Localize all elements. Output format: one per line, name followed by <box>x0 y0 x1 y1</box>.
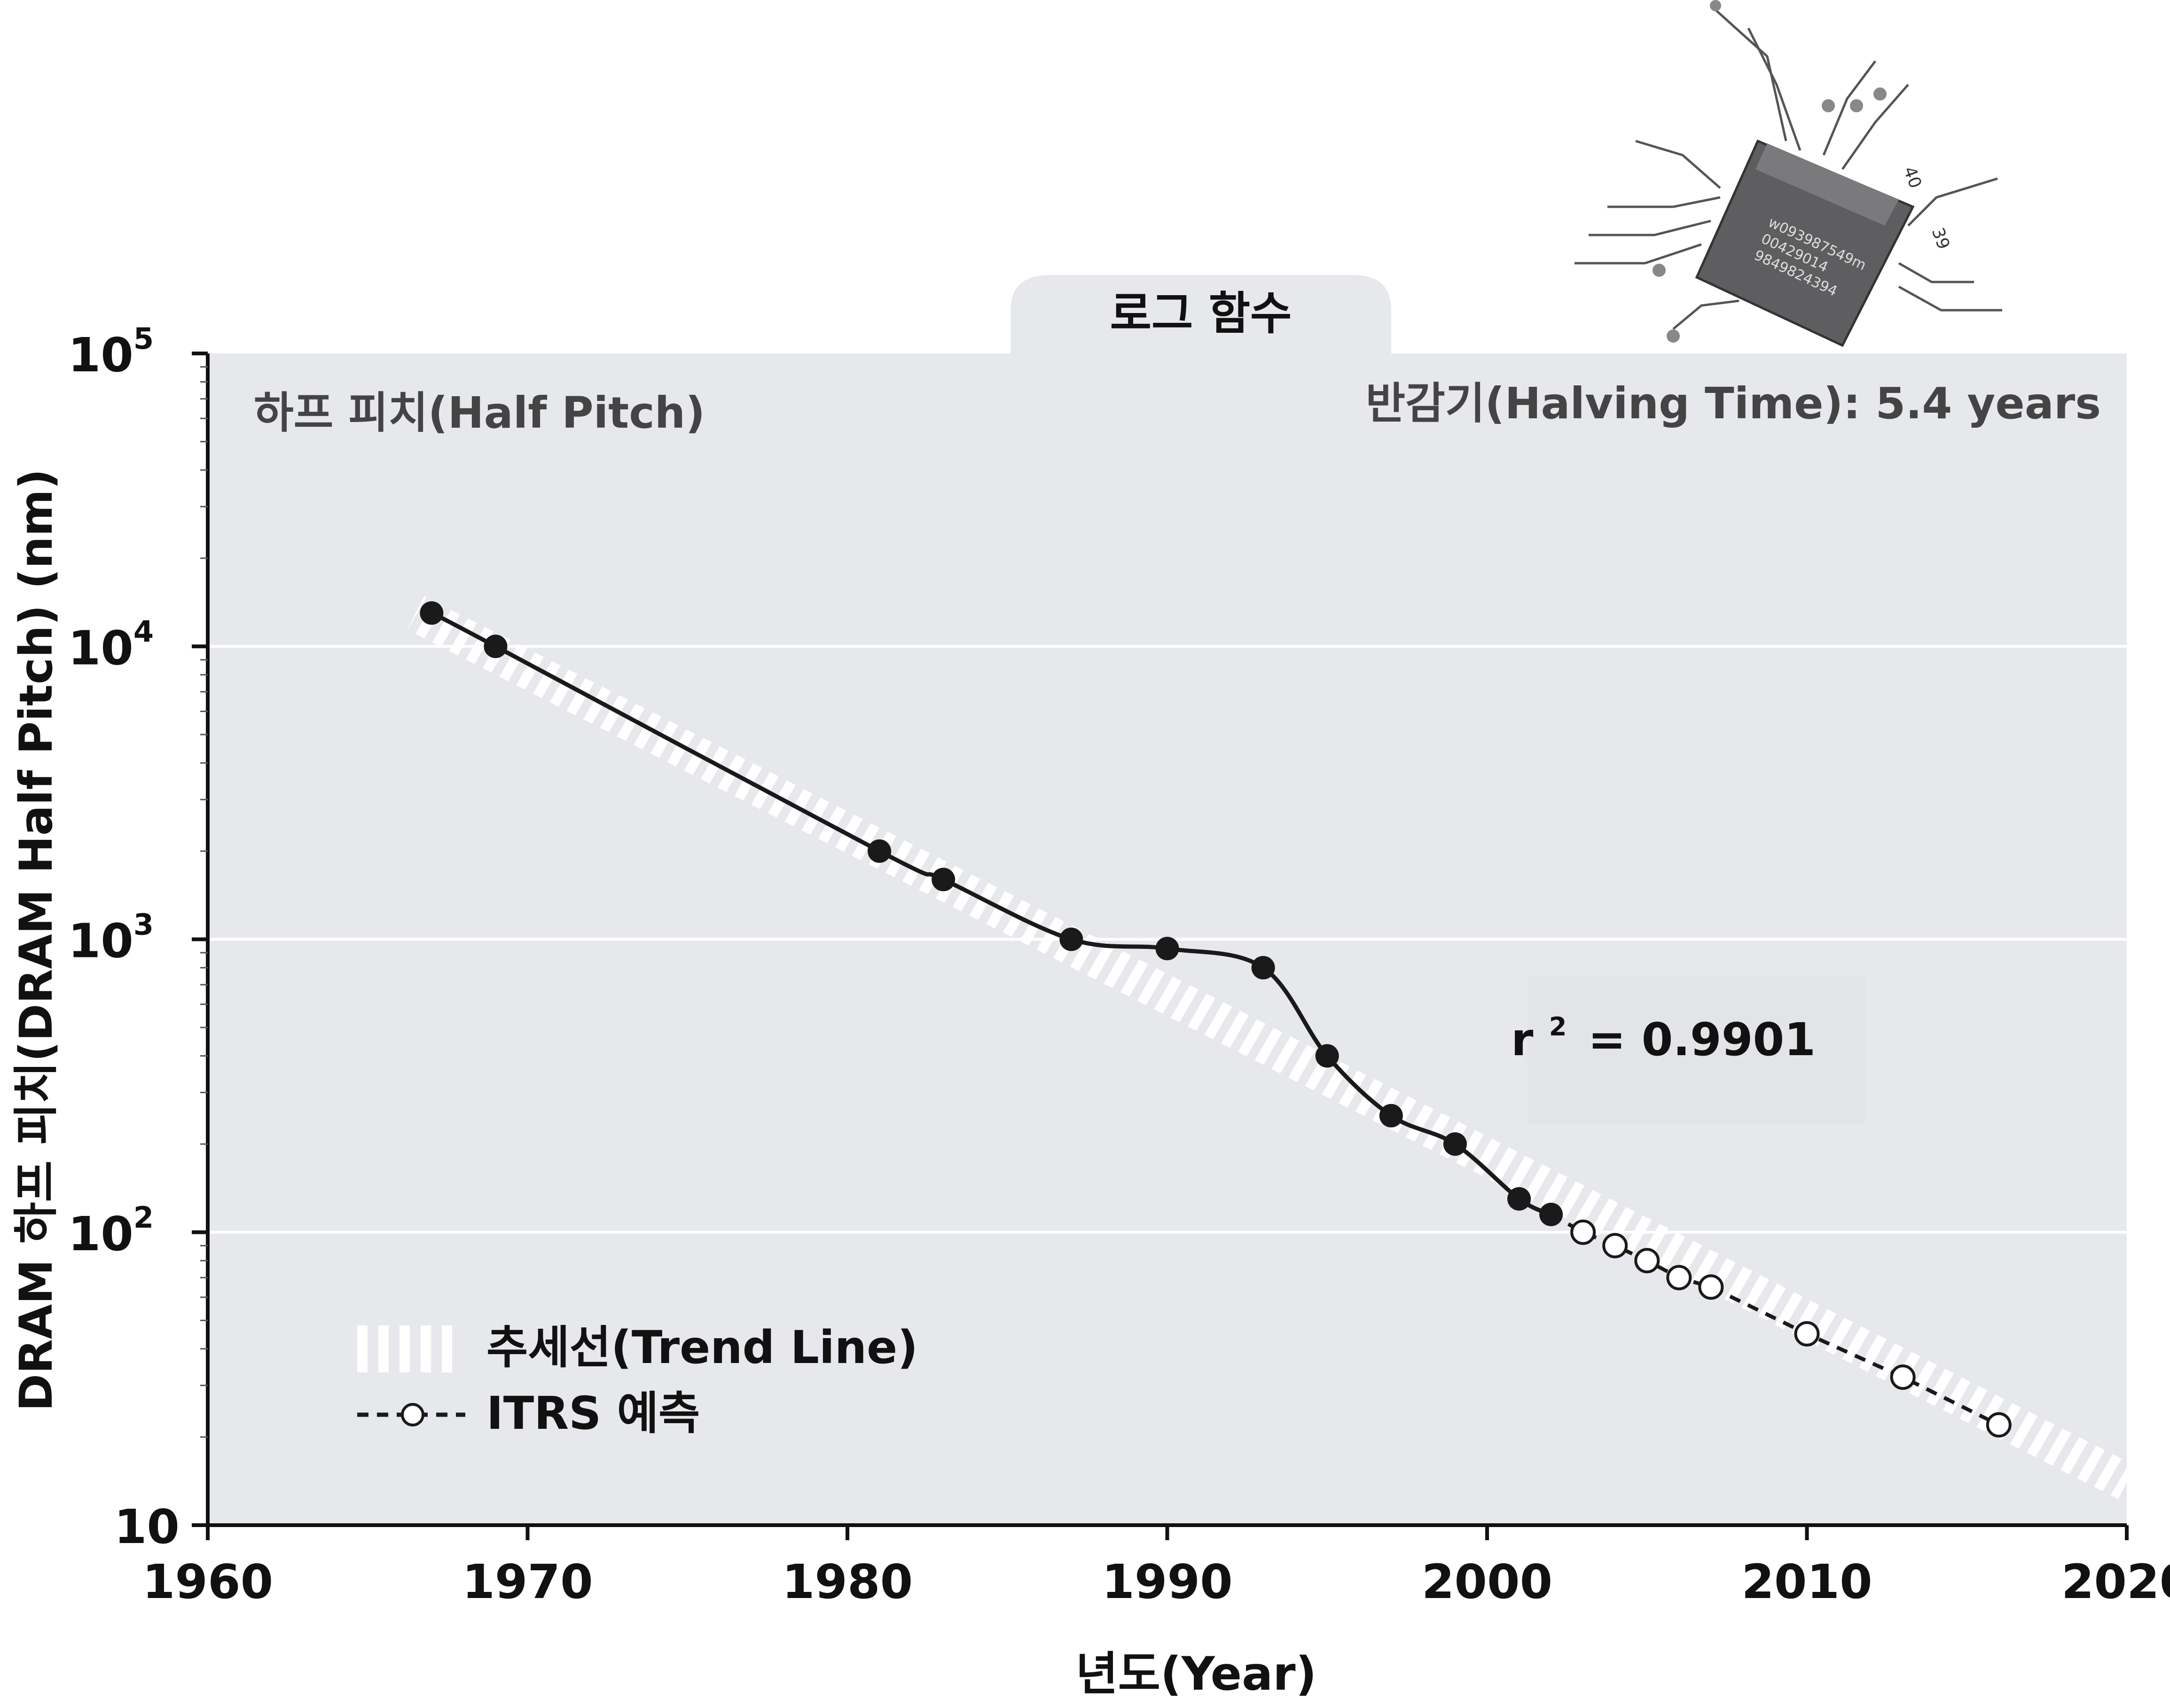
itrs-forecast-point <box>1890 1364 1916 1390</box>
r-squared-r: r <box>1511 1013 1534 1066</box>
r-squared-value: = 0.9901 <box>1588 1013 1816 1066</box>
y-tick-label: 104 <box>68 614 154 675</box>
trend-line-band <box>407 596 2127 1499</box>
itrs-forecast-point <box>1666 1265 1692 1291</box>
legend: 추세선(Trend Line) ITRS 예측 <box>357 1321 918 1440</box>
measured-point <box>1059 927 1083 951</box>
x-tick-label: 1980 <box>782 1554 913 1609</box>
measured-point <box>868 839 892 863</box>
itrs-forecast-point <box>1698 1274 1724 1300</box>
y-tick-base: 10 <box>68 914 133 969</box>
y-tick-exponent: 5 <box>133 321 154 356</box>
measured-point <box>932 868 956 892</box>
itrs-forecast-point <box>1634 1248 1660 1274</box>
chart-title: 로그 함수 <box>1110 287 1292 340</box>
itrs-forecast-point <box>1602 1233 1628 1259</box>
y-tick-base: 10 <box>68 1207 133 1261</box>
y-tick-base: 10 <box>68 328 133 383</box>
series-layer <box>420 601 2012 1438</box>
chip-label-4: 40 <box>1900 164 1925 191</box>
y-tick-exponent: 2 <box>133 1200 154 1235</box>
itrs-forecast-point <box>1986 1412 2012 1438</box>
measured-point <box>420 601 444 625</box>
x-tick-label: 1960 <box>142 1554 273 1609</box>
legend-itrs-label: ITRS 예측 <box>486 1387 700 1440</box>
r-squared-box <box>1528 975 1866 1123</box>
measured-point <box>1379 1104 1403 1128</box>
x-axis-title: 년도(Year) <box>1076 1647 1317 1701</box>
legend-itrs-swatch <box>357 1403 465 1426</box>
itrs-forecast-point <box>1794 1321 1820 1347</box>
x-tick-label: 2020 <box>2061 1554 2170 1609</box>
chip-label-5: 39 <box>1928 225 1953 252</box>
itrs-forecast-point <box>1570 1219 1596 1245</box>
r-squared-annotation: r 2 = 0.9901 <box>1511 994 1816 1066</box>
measured-point <box>1315 1044 1339 1068</box>
halving-time-label: 반감기(Halving Time): 5.4 years <box>1366 378 2101 429</box>
measured-point <box>1443 1132 1467 1156</box>
x-tick-label: 1990 <box>1102 1554 1232 1609</box>
y-tick-label: 105 <box>68 321 154 383</box>
chip-illustration: w093987549m 00429014 9849824394 40 39 <box>1575 0 2002 347</box>
legend-trend-label: 추세선(Trend Line) <box>486 1321 918 1374</box>
legend-trend-swatch <box>357 1325 452 1372</box>
y-tick-exponent: 4 <box>133 614 154 649</box>
x-tick-label: 1970 <box>462 1554 593 1609</box>
chip-top <box>1755 143 1899 226</box>
y-tick-label: 103 <box>68 908 154 969</box>
measured-point <box>1155 937 1179 961</box>
y-tick-base: 10 <box>114 1499 180 1554</box>
measured-point <box>1251 956 1275 979</box>
measured-point <box>484 635 508 658</box>
measured-half-pitch-line <box>431 611 1552 1217</box>
x-tick-label: 2000 <box>1422 1554 1552 1609</box>
r-squared-sup: 2 <box>1549 1012 1567 1042</box>
x-tick-label: 2010 <box>1741 1554 1872 1609</box>
title-tab <box>1011 275 1391 353</box>
y-tick-exponent: 3 <box>133 908 154 942</box>
measured-point <box>1507 1187 1531 1211</box>
y-axis-title: DRAM 하프 피치(DRAM Half Pitch) (nm) <box>10 469 63 1411</box>
y-tick-base: 10 <box>68 620 133 675</box>
y-tick-label: 102 <box>68 1200 154 1261</box>
axes: 1960197019801990200020102020101021031041… <box>68 321 2170 1609</box>
subtitle-label: 하프 피치(Half Pitch) <box>254 388 705 438</box>
y-tick-label: 10 <box>114 1499 180 1554</box>
